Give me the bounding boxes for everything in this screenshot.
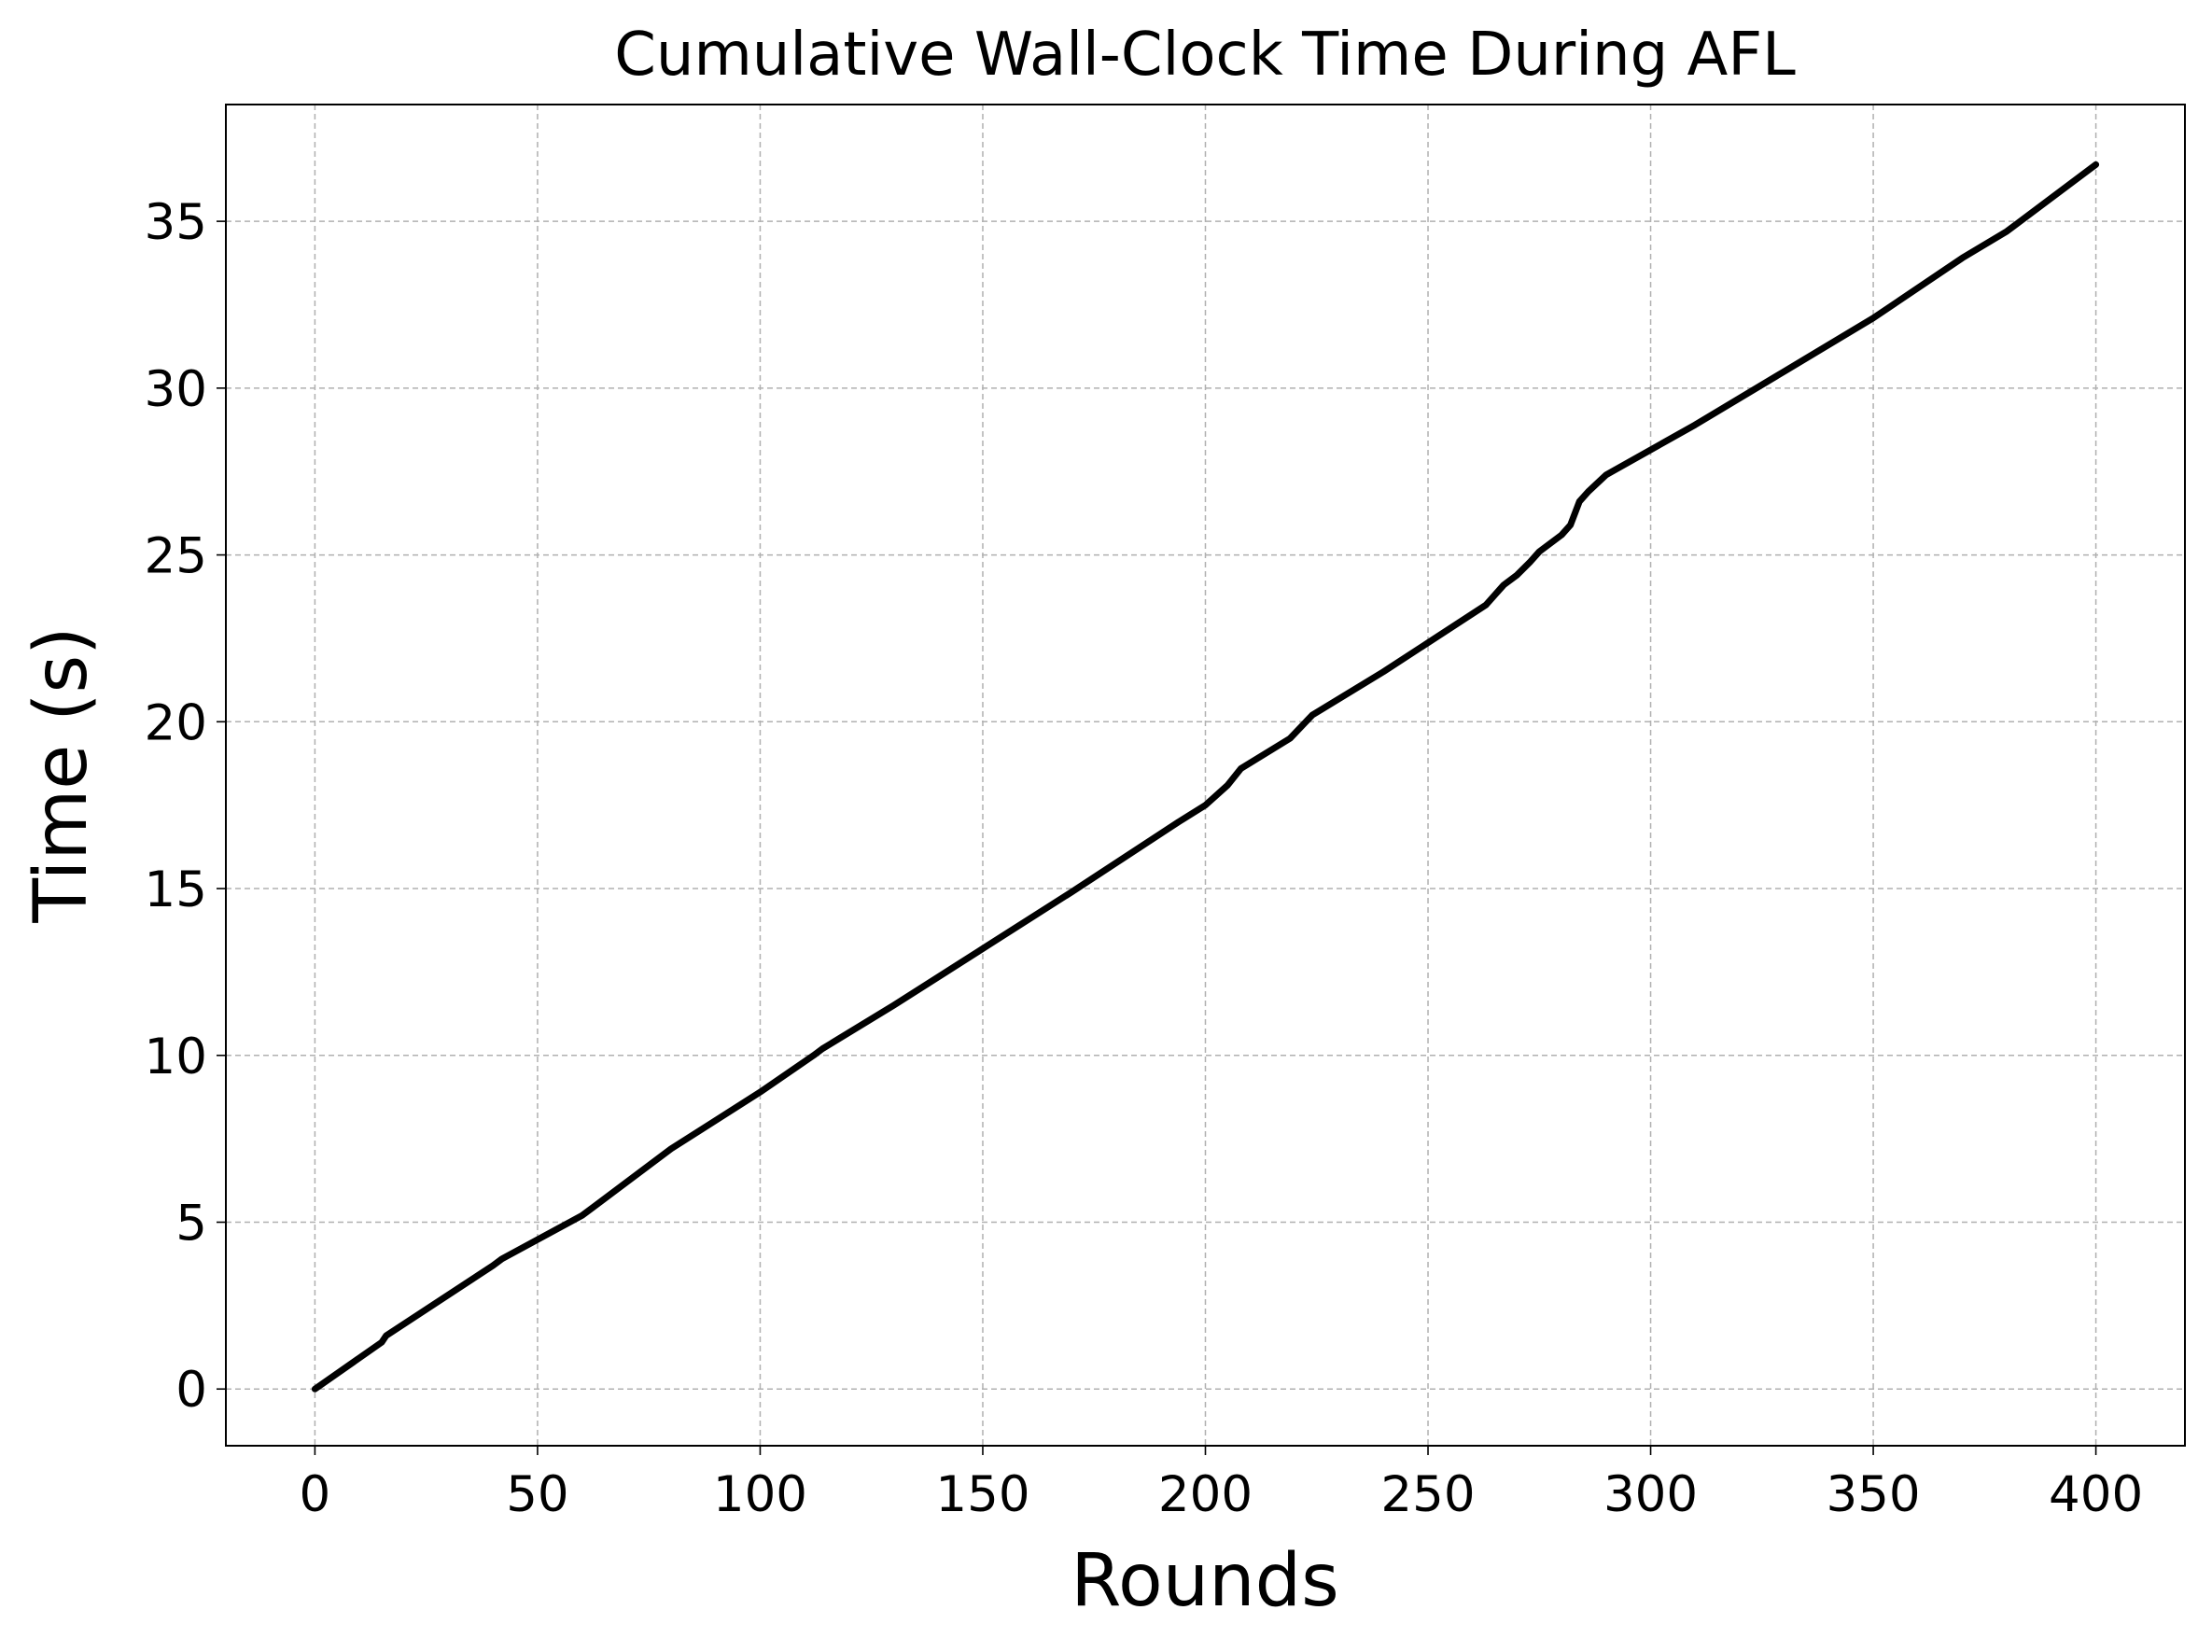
x-tick-label: 50: [506, 1466, 568, 1523]
y-tick-label: 0: [175, 1362, 207, 1419]
plot-frame: [225, 104, 2186, 1447]
y-tick-label: 5: [175, 1196, 207, 1253]
y-tick-label: 15: [145, 861, 207, 918]
y-tick-label: 30: [145, 361, 207, 418]
y-tick-label: 35: [145, 194, 207, 251]
x-axis-label: Rounds: [1071, 1539, 1338, 1623]
y-tick-label: 20: [145, 694, 207, 751]
x-tick-label: 250: [1380, 1466, 1475, 1523]
x-tick-label: 350: [1826, 1466, 1920, 1523]
x-tick-label: 100: [713, 1466, 807, 1523]
chart-title: Cumulative Wall-Clock Time During AFL: [614, 21, 1796, 90]
x-tick-label: 0: [300, 1466, 331, 1523]
x-tick-label: 300: [1603, 1466, 1698, 1523]
y-tick-label: 10: [145, 1029, 207, 1085]
x-tick-label: 400: [2049, 1466, 2143, 1523]
x-tick-label: 150: [935, 1466, 1029, 1523]
y-axis-label: Time (s): [20, 626, 104, 923]
y-tick-label: 25: [145, 528, 207, 585]
data-line: [311, 161, 2100, 1393]
x-tick-label: 200: [1158, 1466, 1253, 1523]
